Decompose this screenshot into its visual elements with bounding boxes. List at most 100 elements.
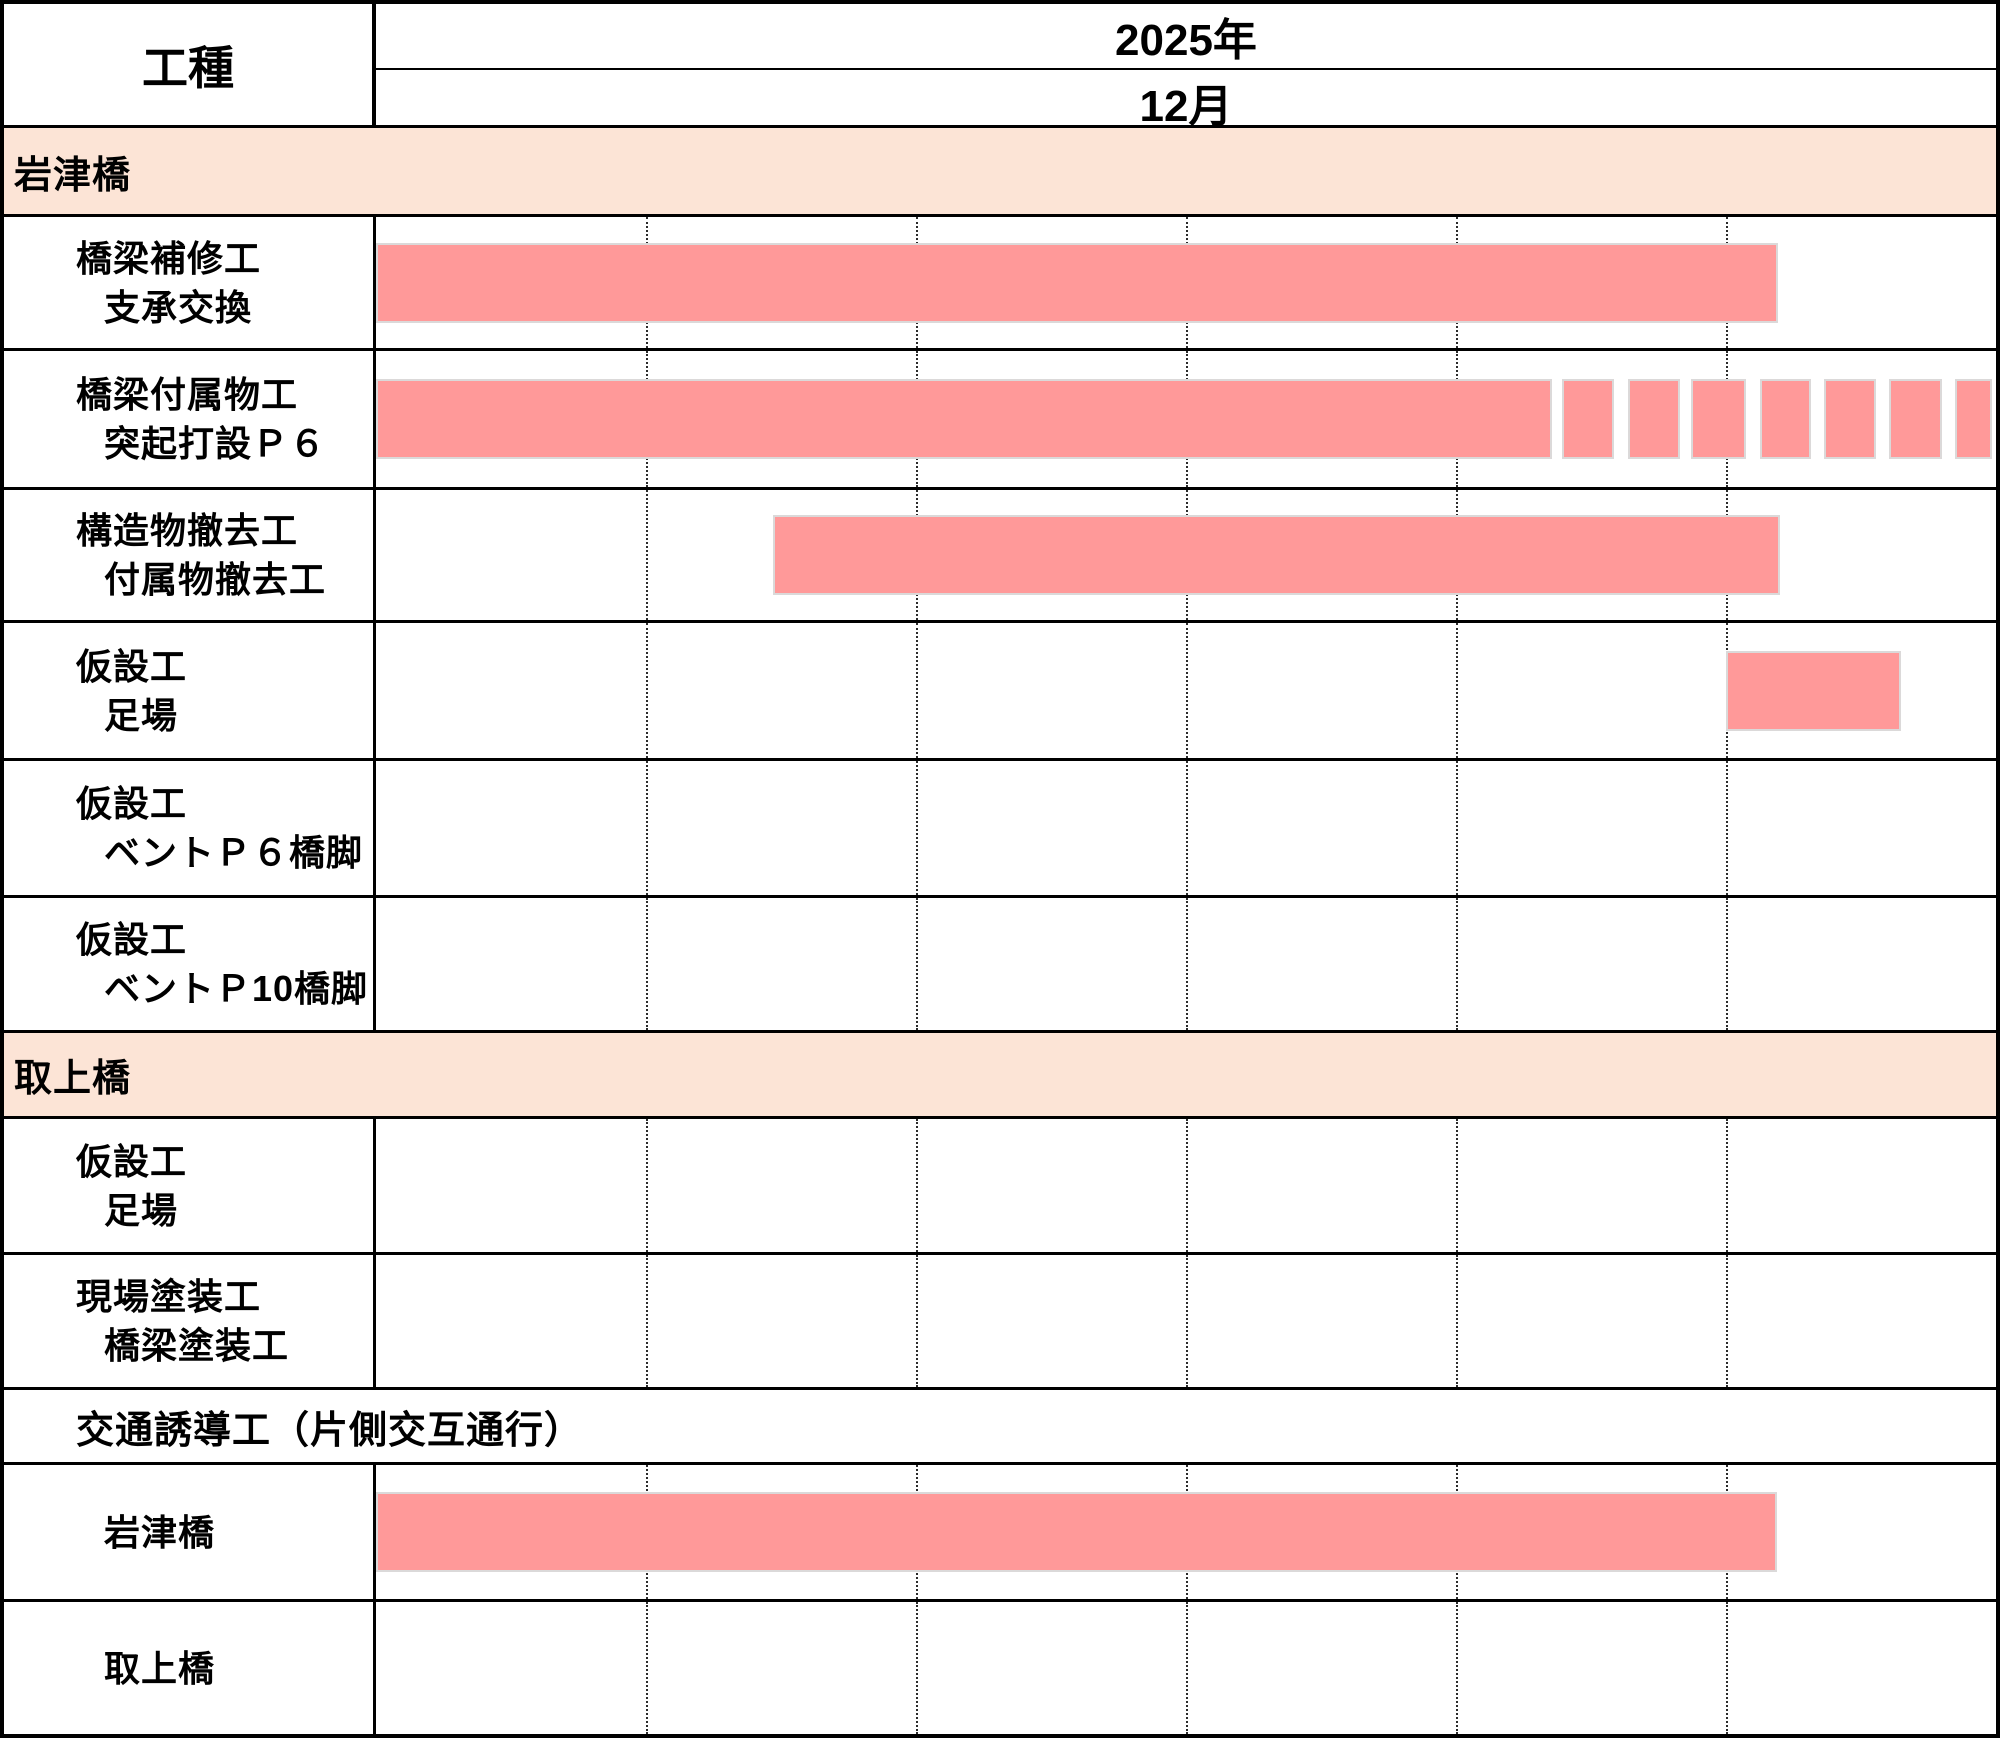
gantt-bar <box>376 1492 1777 1572</box>
task-row: 仮設工 ベントＰ６橋脚 <box>4 758 1996 895</box>
gantt-bar-segment <box>1627 379 1680 459</box>
grid-line <box>1186 898 1188 1030</box>
gantt-row-canvas <box>376 623 1996 758</box>
task-label-line1: 仮設工 <box>76 783 188 824</box>
grid-line <box>915 761 918 895</box>
grid-line <box>1726 1255 1728 1387</box>
task-label-line2: ベントＰ６橋脚 <box>104 832 364 873</box>
grid-line <box>1455 623 1458 758</box>
task-label-line2: 足場 <box>104 694 179 736</box>
gantt-bar-segment <box>1690 379 1746 459</box>
grid-line <box>1186 1119 1188 1252</box>
section-row-toriagebashi: 取上橋 <box>4 1030 1996 1116</box>
gantt-bar-segment <box>1889 379 1943 459</box>
kind-column-header-label: 工種 <box>142 41 234 94</box>
task-label-cell: 仮設工 ベントＰ10橋脚 <box>4 898 376 1030</box>
grid-line <box>1186 1255 1188 1387</box>
gantt-bar <box>376 379 1553 459</box>
task-label-line2: 突起打設Ｐ６ <box>104 423 327 464</box>
task-label-line1: 現場塗装工 <box>76 1276 262 1317</box>
grid-line <box>915 1119 918 1252</box>
grid-line <box>1726 898 1728 1030</box>
task-label-line1: 仮設工 <box>76 1140 188 1182</box>
grid-line <box>1455 1602 1458 1734</box>
grid-line <box>1455 1119 1458 1252</box>
gantt-row-canvas <box>376 1465 1996 1599</box>
table-header: 工種 2025年 12月 <box>4 4 1996 131</box>
group-label: 交通誘導工（片側交互通行） <box>76 1409 584 1452</box>
task-row: 構造物撤去工 付属物撤去工 <box>4 487 1996 620</box>
section-label: 取上橋 <box>14 1058 132 1100</box>
gantt-row-canvas <box>376 1602 1996 1734</box>
grid-line <box>1455 1255 1458 1387</box>
task-row: 現場塗装工 橋梁塗装工 <box>4 1252 1996 1387</box>
task-label-cell: 橋梁付属物工 突起打設Ｐ６ <box>4 351 376 487</box>
task-label-cell: 橋梁補修工 支承交換 <box>4 217 376 348</box>
task-label-line1: 橋梁付属物工 <box>76 374 299 415</box>
task-label-cell: 取上橋 <box>4 1602 376 1734</box>
grid-line <box>1726 1119 1728 1252</box>
grid-line <box>915 623 918 758</box>
task-label-cell: 仮設工 ベントＰ６橋脚 <box>4 761 376 895</box>
month-header-cell: 12月 <box>376 68 1996 134</box>
grid-line <box>645 898 648 1030</box>
task-label-cell: 構造物撤去工 付属物撤去工 <box>4 490 376 620</box>
grid-line <box>645 490 648 620</box>
gantt-bar <box>376 242 1778 323</box>
gantt-row-canvas <box>376 351 1996 487</box>
gantt-row-canvas <box>376 761 1996 895</box>
gantt-bar-segment <box>1955 379 1992 459</box>
grid-line <box>645 1255 648 1387</box>
gantt-row-canvas <box>376 490 1996 620</box>
task-label-line1: 仮設工 <box>76 645 188 687</box>
task-label-cell: 仮設工 足場 <box>4 1119 376 1252</box>
task-label-line1: 橋梁補修工 <box>76 237 262 279</box>
gantt-row-canvas <box>376 1119 1996 1252</box>
gantt-bar-segment <box>1824 379 1877 459</box>
task-row: 仮設工 ベントＰ10橋脚 <box>4 895 1996 1030</box>
task-label-single: 取上橋 <box>104 1647 216 1689</box>
grid-line <box>1186 761 1188 895</box>
grid-line <box>1455 898 1458 1030</box>
year-header-cell: 2025年 <box>376 4 1996 68</box>
task-label-cell: 仮設工 足場 <box>4 623 376 758</box>
month-label: 12月 <box>1139 82 1233 131</box>
section-label: 岩津橋 <box>14 154 132 197</box>
grid-line <box>1726 761 1728 895</box>
grid-line <box>1455 761 1458 895</box>
task-row: 橋梁付属物工 突起打設Ｐ６ <box>4 348 1996 487</box>
task-row: 仮設工 足場 <box>4 1116 1996 1252</box>
task-label-line2: 付属物撤去工 <box>104 559 327 600</box>
section-row-iwazubashi: 岩津橋 <box>4 125 1996 214</box>
gantt-row-canvas <box>376 217 1996 348</box>
task-label-line2: 支承交換 <box>104 286 253 328</box>
task-label-cell: 岩津橋 <box>4 1465 376 1599</box>
gantt-bar <box>1725 650 1902 731</box>
task-label-line2: 橋梁塗装工 <box>104 1325 290 1366</box>
year-label: 2025年 <box>1115 16 1257 65</box>
gantt-bar <box>773 515 1780 595</box>
task-label-line1: 仮設工 <box>76 919 188 960</box>
task-row: 仮設工 足場 <box>4 620 1996 758</box>
gantt-row-canvas <box>376 1255 1996 1387</box>
grid-line <box>645 1602 648 1734</box>
gantt-row-canvas <box>376 898 1996 1030</box>
task-label-line1: 構造物撤去工 <box>76 510 299 551</box>
task-label-cell: 現場塗装工 橋梁塗装工 <box>4 1255 376 1387</box>
grid-line <box>915 898 918 1030</box>
gantt-bar-segment <box>1562 379 1614 459</box>
group-row-traffic-control: 交通誘導工（片側交互通行） <box>4 1387 1996 1462</box>
grid-line <box>1726 1602 1728 1734</box>
grid-line <box>1186 623 1188 758</box>
task-label-single: 岩津橋 <box>104 1511 216 1553</box>
task-label-line2: ベントＰ10橋脚 <box>104 968 369 1009</box>
grid-line <box>645 1119 648 1252</box>
task-row: 橋梁補修工 支承交換 <box>4 214 1996 348</box>
task-row: 岩津橋 <box>4 1462 1996 1599</box>
grid-line <box>645 623 648 758</box>
task-label-line2: 足場 <box>104 1189 179 1231</box>
timeline-header: 2025年 12月 <box>376 4 1996 131</box>
grid-line <box>1186 1602 1188 1734</box>
grid-line <box>645 761 648 895</box>
